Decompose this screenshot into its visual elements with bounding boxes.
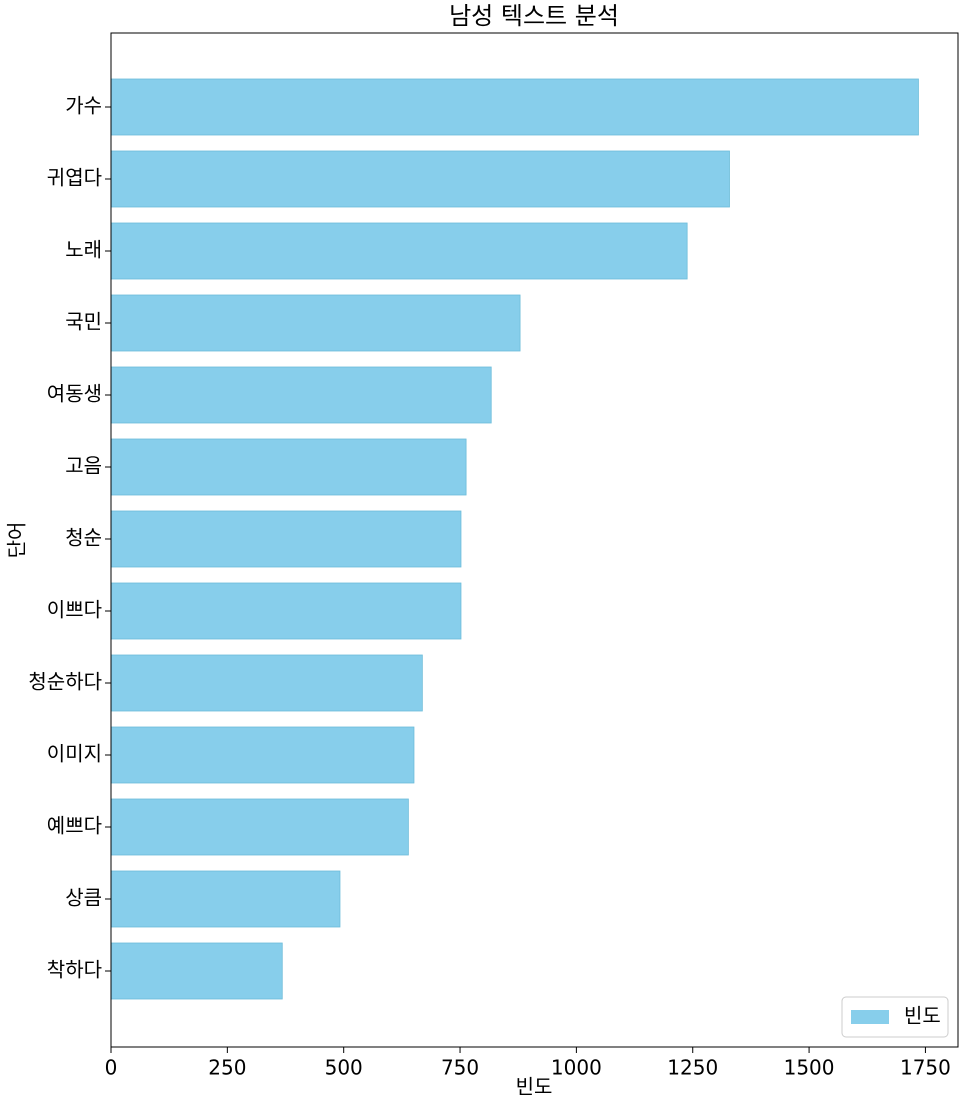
bar bbox=[110, 654, 423, 712]
bar bbox=[110, 222, 688, 280]
x-tick-label: 500 bbox=[325, 1056, 363, 1080]
legend-label: 빈도 bbox=[904, 1004, 941, 1028]
bar bbox=[110, 870, 341, 928]
bar bbox=[110, 294, 521, 352]
y-axis-label: 단어 bbox=[5, 522, 29, 559]
bar bbox=[110, 510, 462, 568]
axes-frame bbox=[110, 32, 959, 1048]
y-tick-label: 고음 bbox=[65, 454, 102, 478]
bar bbox=[110, 942, 283, 1000]
y-tick-label: 국민 bbox=[65, 310, 102, 334]
x-axis-label: 빈도 bbox=[516, 1075, 553, 1099]
legend-swatch bbox=[851, 1010, 889, 1024]
x-tick-label: 250 bbox=[208, 1056, 246, 1080]
y-tick-label: 상큼 bbox=[65, 886, 102, 910]
bar bbox=[110, 366, 492, 424]
x-tick-label: 0 bbox=[105, 1056, 118, 1080]
bar bbox=[110, 582, 462, 640]
x-tick-label: 1750 bbox=[900, 1056, 951, 1080]
x-tick-label: 1250 bbox=[667, 1056, 718, 1080]
y-tick-label: 이쁘다 bbox=[47, 598, 102, 622]
bar bbox=[110, 78, 919, 136]
y-tick-label: 이미지 bbox=[47, 742, 102, 766]
x-tick-label: 750 bbox=[441, 1056, 479, 1080]
y-tick-label: 예쁘다 bbox=[47, 814, 102, 838]
y-tick-label: 여동생 bbox=[47, 382, 102, 406]
x-tick-label: 1000 bbox=[551, 1056, 602, 1080]
legend: 빈도 bbox=[841, 996, 949, 1038]
y-tick-label: 귀엽다 bbox=[47, 166, 102, 190]
y-tick-label: 가수 bbox=[65, 94, 102, 118]
chart-title: 남성 텍스트 분석 bbox=[449, 2, 619, 30]
y-tick-label: 착하다 bbox=[47, 958, 102, 982]
bar bbox=[110, 798, 409, 856]
y-tick-label: 노래 bbox=[65, 238, 102, 262]
x-tick-label: 1500 bbox=[784, 1056, 835, 1080]
y-tick-label: 청순 bbox=[65, 526, 102, 550]
bar bbox=[110, 438, 467, 496]
y-tick-label: 청순하다 bbox=[28, 670, 102, 694]
legend-frame bbox=[841, 996, 949, 1038]
bar bbox=[110, 726, 415, 784]
bar bbox=[110, 150, 730, 208]
